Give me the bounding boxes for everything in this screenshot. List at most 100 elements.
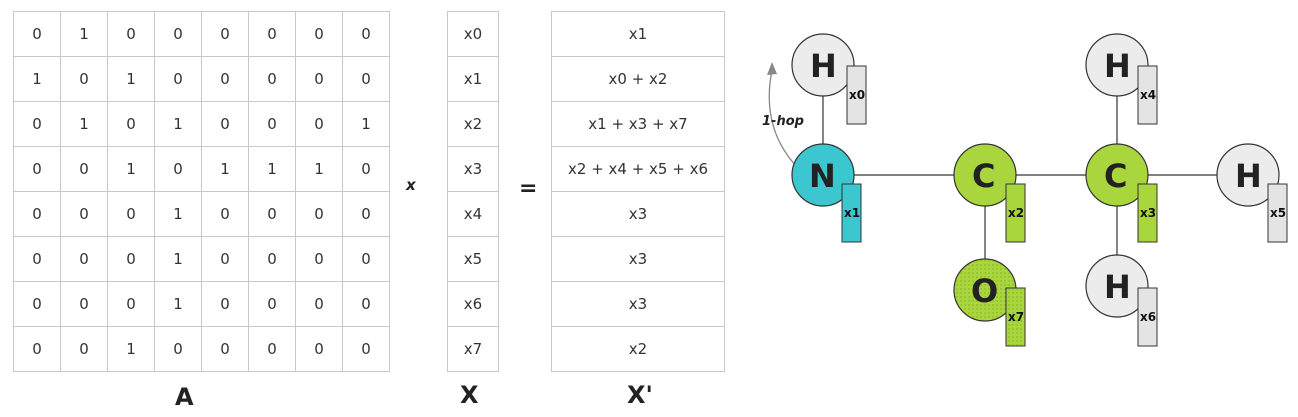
node-n1: N x1 bbox=[791, 143, 862, 243]
vector-x-row: x7 bbox=[447, 326, 499, 372]
vector-x-prime-row: x2 + x4 + x5 + x6 bbox=[551, 146, 725, 192]
matrix-a-cell: 1 bbox=[107, 326, 155, 372]
node-c3: C x3 bbox=[1085, 143, 1158, 243]
vector-x-prime-cell: x1 + x3 + x7 bbox=[551, 101, 725, 147]
h6-circle bbox=[1085, 254, 1149, 318]
c2-circle bbox=[953, 143, 1017, 207]
o7-element-label: O bbox=[971, 272, 998, 310]
node-h0: H x0 bbox=[791, 33, 867, 125]
matrix-a-cell: 0 bbox=[342, 146, 390, 192]
h0-circle bbox=[791, 33, 855, 97]
c3-circle bbox=[1085, 143, 1149, 207]
hop-label: 1-hop bbox=[762, 114, 804, 129]
matrix-a-cell: 0 bbox=[342, 326, 390, 372]
vector-x-prime-row: x3 bbox=[551, 236, 725, 282]
node-h5: H x5 bbox=[1216, 143, 1288, 243]
x3-feature-bar bbox=[1137, 183, 1158, 243]
x0-feature-bar bbox=[846, 65, 867, 125]
vector-x-cell: x0 bbox=[447, 11, 499, 57]
vector-x-label: X bbox=[460, 381, 479, 409]
vector-x-cell: x1 bbox=[447, 56, 499, 102]
hop-arrow bbox=[768, 69, 801, 171]
x7-feature-label: x7 bbox=[1008, 310, 1024, 324]
x5-feature-label: x5 bbox=[1270, 206, 1286, 220]
c3-element-label: C bbox=[1104, 157, 1127, 195]
bonds bbox=[822, 65, 1248, 290]
vector-x-row: x1 bbox=[447, 56, 499, 102]
matrix-a-cell: 0 bbox=[60, 56, 108, 102]
n1-circle bbox=[791, 143, 855, 207]
matrix-a-cell: 0 bbox=[201, 236, 249, 282]
matrix-a-cell: 0 bbox=[248, 326, 296, 372]
x2-feature-bar bbox=[1005, 183, 1026, 243]
x3-feature-label: x3 bbox=[1140, 206, 1156, 220]
feature-vector-x: x0 x1 x2 x3 x4 x5 x6 x7 bbox=[447, 11, 499, 372]
matrix-a-cell: 1 bbox=[154, 101, 202, 147]
h5-circle bbox=[1216, 143, 1280, 207]
matrix-a-cell: 1 bbox=[107, 146, 155, 192]
node-h6: H x6 bbox=[1085, 254, 1158, 347]
x1-feature-bar bbox=[841, 183, 862, 243]
x1-feature-label: x1 bbox=[844, 206, 860, 220]
matrix-a-cell: 0 bbox=[13, 101, 61, 147]
o7-dot-texture bbox=[955, 260, 1015, 320]
x4-feature-label: x4 bbox=[1140, 88, 1156, 102]
node-h4: H x4 bbox=[1085, 33, 1158, 125]
matrix-a-cell: 0 bbox=[201, 101, 249, 147]
h4-circle bbox=[1085, 33, 1149, 97]
matrix-a-cell: 0 bbox=[248, 236, 296, 282]
multiply-operator: x bbox=[406, 176, 416, 194]
matrix-a-cell: 0 bbox=[60, 281, 108, 327]
matrix-a-cell: 0 bbox=[342, 281, 390, 327]
vector-x-prime-row: x3 bbox=[551, 191, 725, 237]
vector-x-prime-row: x3 bbox=[551, 281, 725, 327]
matrix-a-cell: 1 bbox=[154, 281, 202, 327]
matrix-a-label: A bbox=[175, 383, 194, 411]
matrix-a-cell: 0 bbox=[248, 11, 296, 57]
matrix-a-cell: 1 bbox=[154, 191, 202, 237]
matrix-a-cell: 0 bbox=[60, 326, 108, 372]
matrix-a-cell: 0 bbox=[342, 236, 390, 282]
x4-feature-bar bbox=[1137, 65, 1158, 125]
matrix-a-cell: 1 bbox=[248, 146, 296, 192]
h6-element-label: H bbox=[1104, 268, 1131, 306]
node-c2: C x2 bbox=[953, 143, 1026, 243]
x7-dot-texture bbox=[1007, 289, 1024, 345]
vector-x-cell: x7 bbox=[447, 326, 499, 372]
matrix-a-cell: 0 bbox=[248, 101, 296, 147]
vector-x-prime-cell: x2 + x4 + x5 + x6 bbox=[551, 146, 725, 192]
vector-x-prime-cell: x3 bbox=[551, 281, 725, 327]
matrix-a-cell: 0 bbox=[342, 56, 390, 102]
x6-feature-label: x6 bbox=[1140, 310, 1156, 324]
matrix-a-cell: 0 bbox=[342, 191, 390, 237]
matrix-a-cell: 0 bbox=[154, 326, 202, 372]
h0-element-label: H bbox=[810, 47, 837, 85]
equals-operator: = bbox=[519, 176, 538, 201]
matrix-a-cell: 0 bbox=[201, 56, 249, 102]
x0-feature-label: x0 bbox=[849, 88, 865, 102]
vector-x-prime-cell: x2 bbox=[551, 326, 725, 372]
vector-x-prime-label: X' bbox=[627, 381, 653, 409]
aggregated-vector-x-prime: x1 x0 + x2 x1 + x3 + x7 x2 + x4 + x5 + x6 x3… bbox=[551, 11, 725, 372]
matrix-a-cell: 0 bbox=[295, 56, 343, 102]
h4-element-label: H bbox=[1104, 47, 1131, 85]
vector-x-cell: x5 bbox=[447, 236, 499, 282]
vector-x-row: x5 bbox=[447, 236, 499, 282]
matrix-a-cell: 0 bbox=[13, 11, 61, 57]
c2-element-label: C bbox=[972, 157, 995, 195]
hop-arrow-head bbox=[767, 62, 777, 75]
vector-x-prime-row: x1 + x3 + x7 bbox=[551, 101, 725, 147]
n1-element-label: N bbox=[809, 157, 836, 195]
x6-feature-bar bbox=[1137, 287, 1158, 347]
x5-feature-bar bbox=[1267, 183, 1288, 243]
